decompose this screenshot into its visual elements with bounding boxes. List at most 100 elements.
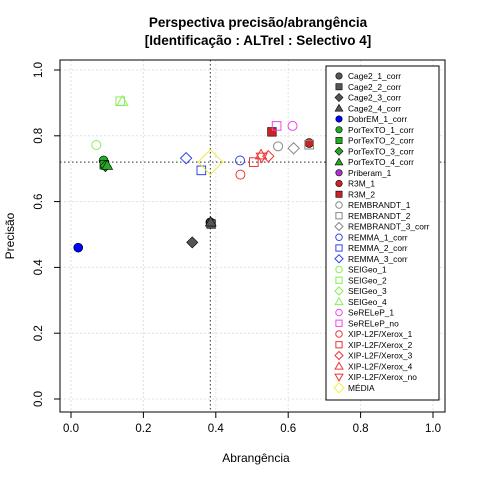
data-point [91, 140, 102, 151]
legend-entry: SEIGeo_1 [335, 265, 387, 275]
legend-label: XIP-L2F/Xerox_no [348, 372, 417, 382]
legend-label: DobrEM_1_corr [348, 114, 407, 124]
data-point [196, 165, 207, 176]
legend-marker [335, 126, 343, 134]
chart-subtitle: [Identificação : ALTrel : Selectivo 4] [145, 33, 372, 48]
x-tick-label: 0.8 [353, 423, 369, 435]
legend-marker [335, 276, 343, 284]
data-point [262, 149, 275, 163]
legend-entry: REMMA_3_corr [334, 254, 408, 264]
legend-entry: Cage2_3_corr [334, 93, 401, 103]
legend-marker [334, 373, 344, 382]
legend-marker [335, 330, 343, 338]
y-tick-label: 0.2 [33, 325, 45, 341]
legend-marker [335, 72, 343, 80]
data-point [273, 141, 284, 152]
legend-label: REMMA_1_corr [348, 232, 408, 242]
legend-entry: PorTexTO_3_corr [334, 146, 414, 156]
legend-marker [334, 296, 344, 306]
y-tick-label: 0.4 [33, 259, 45, 276]
y-tick-label: 0.6 [33, 194, 45, 210]
legend-marker [335, 319, 343, 327]
chart-title: Perspectiva precisão/abrangência [149, 15, 368, 30]
legend-label: REMBRANDT_1 [348, 200, 411, 210]
legend-entry: REMBRANDT_2 [335, 211, 411, 221]
axes: 0.0 0.0 0.2 0.2 0.4 0.4 0.6 0.6 0.8 0.8 1.0 1.0 [33, 62, 441, 435]
legend-marker [335, 233, 343, 241]
legend-label: REMMA_3_corr [348, 254, 408, 264]
legend-entry: DobrEM_1_corr [335, 114, 407, 124]
legend-label: Priberam_1 [348, 168, 392, 178]
legend-marker [335, 115, 343, 123]
legend-marker [335, 308, 343, 317]
legend-label: SEIGeo_2 [348, 275, 387, 285]
data-point [235, 155, 246, 166]
legend-entry: MÉDIA [333, 382, 375, 394]
data-point [101, 159, 114, 170]
legend-label: SeRELeP_no [348, 318, 399, 328]
legend-label: PorTexTO_3_corr [348, 146, 414, 156]
legend-entry: XIP-L2F/Xerox_2 [335, 340, 413, 350]
legend-label: MÉDIA [348, 383, 375, 393]
legend-marker [335, 83, 343, 91]
x-tick-label: 0.4 [208, 423, 225, 435]
legend-label: PorTexTO_2_corr [348, 136, 414, 146]
legend-marker [334, 221, 344, 232]
legend-marker [334, 361, 344, 370]
legend-marker [335, 201, 343, 209]
data-point [255, 152, 269, 164]
legend-entry: REMBRANDT_3_corr [334, 221, 430, 232]
legend-label: Cage2_1_corr [348, 71, 401, 81]
legend-marker [335, 137, 343, 144]
x-tick-label: 0.0 [63, 423, 79, 435]
legend-box [325, 65, 440, 401]
data-points [73, 94, 315, 253]
legend-label: Cage2_3_corr [348, 93, 401, 103]
legend-marker [335, 265, 343, 274]
legend-label: SEIGeo_1 [348, 265, 387, 275]
data-point [287, 142, 300, 155]
legend-entry: R3M_2 [335, 189, 375, 199]
legend-entry: Cage2_1_corr [335, 71, 401, 81]
y-axis-label: Precisão [3, 212, 17, 259]
legend-entry: Cage2_4_corr [334, 103, 401, 113]
legend-label: REMBRANDT_2 [348, 211, 411, 221]
y-tick-label: 0.0 [33, 391, 45, 407]
legend-entry: XIP-L2F/Xerox_no [334, 372, 417, 382]
legend-entry: XIP-L2F/Xerox_4 [334, 361, 413, 371]
legend-label: SEIGeo_4 [348, 297, 387, 307]
legend-marker [334, 103, 344, 112]
legend-entry: REMMA_2_corr [335, 243, 408, 253]
legend-marker [334, 286, 344, 296]
legend-marker [335, 190, 343, 198]
data-point [235, 169, 246, 180]
legend-label: XIP-L2F/Xerox_3 [348, 351, 413, 361]
legend-label: XIP-L2F/Xerox_4 [348, 361, 413, 371]
legend-entry: R3M_1 [335, 179, 375, 189]
legend-marker [335, 244, 343, 252]
legend-entry: SEIGeo_3 [334, 286, 387, 296]
legend-marker [334, 93, 344, 102]
legend: Cage2_1_corrCage2_2_corrCage2_3_corrCage… [325, 65, 440, 401]
legend-label: REMMA_2_corr [348, 243, 408, 253]
legend-entry: SeRELeP_1 [335, 308, 394, 318]
legend-entry: XIP-L2F/Xerox_1 [335, 329, 413, 339]
data-point [186, 236, 199, 249]
data-point [197, 149, 224, 176]
legend-label: PorTexTO_4_corr [348, 157, 414, 167]
legend-label: XIP-L2F/Xerox_2 [348, 340, 413, 350]
legend-label: Cage2_2_corr [348, 82, 401, 92]
data-point [287, 120, 298, 131]
legend-marker [334, 146, 344, 156]
legend-entry: SeRELeP_no [335, 318, 399, 328]
legend-label: R3M_2 [348, 189, 375, 199]
data-point [271, 121, 282, 131]
legend-label: REMBRANDT_3_corr [348, 222, 430, 232]
legend-entry: REMMA_1_corr [335, 232, 408, 242]
legend-label: SeRELeP_1 [348, 308, 394, 318]
legend-label: R3M_1 [348, 179, 375, 189]
legend-entry: PorTexTO_4_corr [334, 157, 414, 167]
legend-label: XIP-L2F/Xerox_1 [348, 329, 413, 339]
data-point [254, 148, 268, 160]
data-point [304, 139, 315, 150]
